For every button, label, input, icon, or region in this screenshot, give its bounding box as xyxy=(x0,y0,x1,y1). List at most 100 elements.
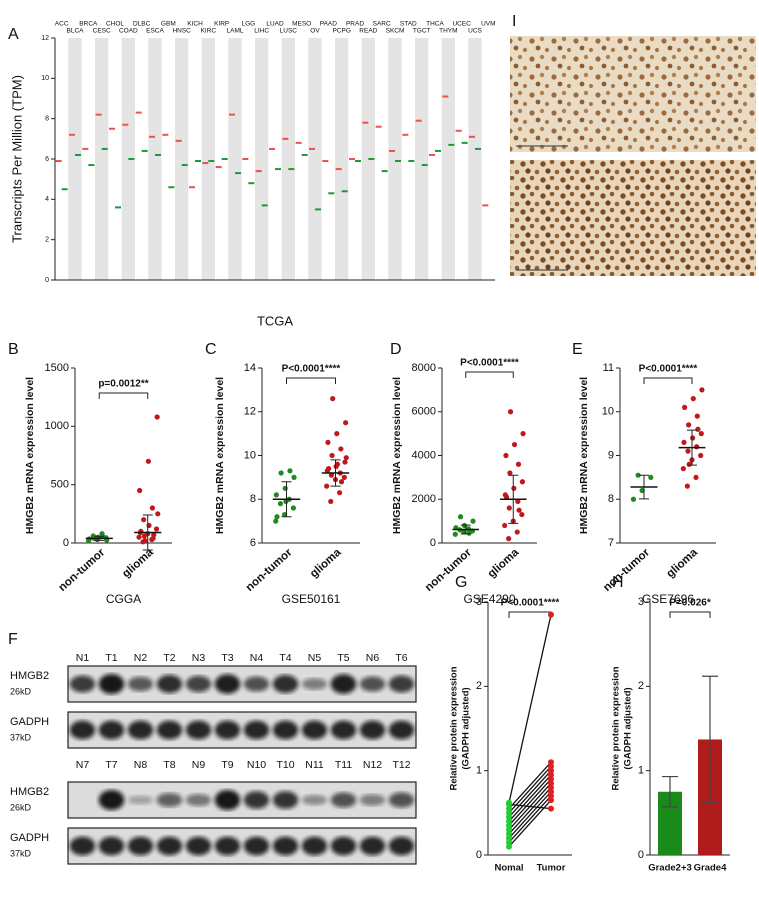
category-label: ESCA xyxy=(146,28,164,35)
data-point xyxy=(506,835,512,842)
data-point xyxy=(287,468,293,474)
data-point xyxy=(548,788,554,795)
category-band xyxy=(175,38,189,280)
blot-band xyxy=(330,792,357,808)
pair-line xyxy=(508,787,552,835)
data-point xyxy=(273,492,279,498)
blot-strip xyxy=(67,827,417,865)
category-label: DLBC xyxy=(133,21,151,28)
data-point xyxy=(291,474,297,480)
y-tick-label: 500 xyxy=(51,479,69,491)
band-size: 37kD xyxy=(10,732,32,742)
data-point xyxy=(548,784,554,791)
data-point xyxy=(506,839,512,846)
y-tick-label: 11 xyxy=(603,362,614,374)
x-axis-label: TCGA xyxy=(257,313,293,328)
blot-band xyxy=(301,836,328,856)
blot-band xyxy=(243,676,270,692)
band-name: GADPH xyxy=(10,716,49,728)
category-label: LUAD xyxy=(266,21,284,28)
y-axis-label: HMGB2 mRNA expression level xyxy=(391,377,403,534)
lane-label: T4 xyxy=(279,652,291,664)
y-tick-label: 8 xyxy=(45,116,49,123)
data-point xyxy=(548,611,554,618)
data-point xyxy=(328,472,335,478)
lane-label: T5 xyxy=(337,652,349,664)
data-point xyxy=(548,771,554,778)
caption: GSE4290 xyxy=(463,592,515,606)
data-point xyxy=(145,458,151,464)
blot-band xyxy=(272,791,299,809)
error-bar xyxy=(94,535,105,541)
data-point xyxy=(506,809,512,816)
blot-band xyxy=(243,836,270,856)
blot-band xyxy=(359,836,386,856)
data-point xyxy=(506,822,512,829)
y-tick-label: 4 xyxy=(45,196,49,203)
y-tick-label: 10 xyxy=(602,406,614,418)
blot-band xyxy=(301,720,328,740)
blot-band xyxy=(243,720,270,740)
data-point xyxy=(686,461,692,467)
data-point xyxy=(343,455,349,461)
data-point xyxy=(277,501,284,507)
y-tick-label: 2 xyxy=(45,237,49,244)
data-point xyxy=(506,814,512,821)
category-label: SKCM xyxy=(386,28,405,35)
x-tick-label: glioma xyxy=(486,546,522,580)
pair-line xyxy=(508,791,552,839)
p-value: P<0.0001**** xyxy=(639,364,698,375)
lane-label: T6 xyxy=(395,652,407,664)
data-point xyxy=(506,818,512,825)
y-tick-label: 3 xyxy=(638,596,644,608)
y-axis-label: Transcripts Per Million (TPM) xyxy=(9,75,24,243)
data-point xyxy=(680,466,686,472)
blot-band xyxy=(185,675,212,693)
blot-strip xyxy=(67,781,417,819)
y-axis-label: (GADPH adjusted) xyxy=(623,687,634,769)
data-point xyxy=(470,518,476,524)
y-tick-label: 14 xyxy=(244,362,256,374)
y-tick-label: 0 xyxy=(45,277,49,284)
data-point xyxy=(325,439,331,445)
category-label: UVM xyxy=(481,21,495,28)
data-point xyxy=(503,494,510,500)
x-tick-label: non-tumor xyxy=(601,546,652,594)
y-tick-label: 1500 xyxy=(45,362,69,374)
category-label: OV xyxy=(310,28,320,35)
p-value: P<0.0001**** xyxy=(282,364,341,375)
data-point xyxy=(141,533,147,539)
data-point xyxy=(698,431,704,437)
data-point xyxy=(155,511,161,517)
error-bar xyxy=(330,459,341,487)
error-bar xyxy=(702,675,718,804)
y-tick-label: 0 xyxy=(430,537,436,549)
y-tick-label: 4000 xyxy=(412,449,436,461)
blot-band xyxy=(214,720,241,740)
blot-band xyxy=(301,794,328,806)
lane-label: N3 xyxy=(192,652,206,664)
panel-letter: A xyxy=(8,26,19,43)
x-tick-label: non-tumor xyxy=(57,546,108,594)
lane-label: N12 xyxy=(363,759,382,771)
lane-label: T10 xyxy=(276,759,294,771)
category-band xyxy=(388,38,402,280)
blot-band xyxy=(69,836,96,856)
p-value: P=0.026* xyxy=(669,598,711,609)
data-point xyxy=(630,496,637,502)
blot-band xyxy=(185,793,212,807)
y-tick-label: 2000 xyxy=(412,493,436,505)
data-point xyxy=(334,461,341,467)
lane-label: N5 xyxy=(308,652,322,664)
blot-band xyxy=(156,720,183,740)
data-point xyxy=(685,448,691,454)
lane-label: T8 xyxy=(163,759,175,771)
category-label: UCS xyxy=(468,28,482,35)
data-point xyxy=(694,413,700,419)
significance-bracket xyxy=(465,371,514,378)
data-point xyxy=(548,767,554,774)
category-label: GBM xyxy=(161,21,176,28)
category-band xyxy=(308,38,322,280)
x-tick-label: Grade2+3 xyxy=(648,863,692,874)
